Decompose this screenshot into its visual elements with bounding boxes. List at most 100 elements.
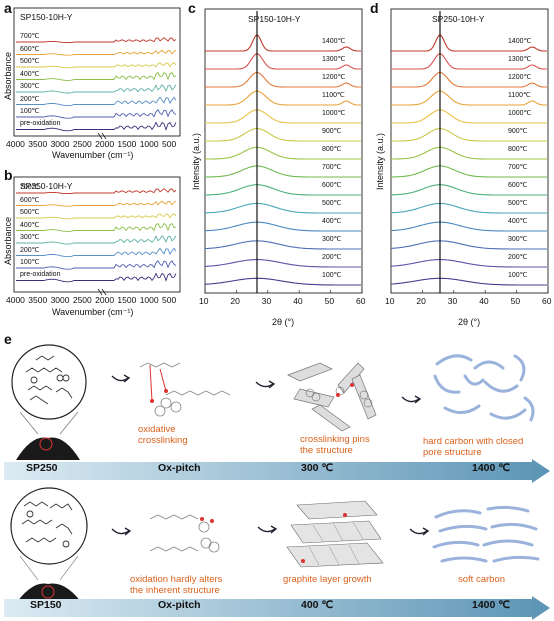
x-tick-label: 500 (162, 139, 177, 149)
panel-c-title: SP150-10H-Y (248, 14, 301, 24)
xrd-series-line (205, 202, 361, 214)
x-tick-label: 4000 (6, 139, 25, 149)
ftir-series-label: 100℃ (20, 259, 40, 266)
ftir-series-line (16, 235, 177, 245)
ftir-series-line (16, 247, 177, 258)
panel-label-d: d (370, 0, 379, 16)
bottom-arrow-3 (409, 527, 430, 536)
ftir-series-label: 200℃ (20, 95, 40, 103)
x-tick-label: 60 (542, 296, 552, 306)
xrd-series-label: 100℃ (322, 272, 342, 279)
xrd-series-label: 1400℃ (508, 38, 532, 45)
x-tick-label: 2500 (72, 295, 92, 305)
ftir-series-label: 600℃ (20, 196, 40, 204)
xrd-series-label: 800℃ (322, 146, 342, 153)
xrd-series-line (391, 34, 547, 52)
ftir-series-line (16, 222, 177, 232)
soft-carbon-layers (432, 505, 540, 563)
x-tick-label: 1500 (117, 295, 137, 305)
ftir-series-line (16, 37, 177, 44)
top-bar-start: SP250 (26, 462, 58, 474)
xrd-series-label: 1200℃ (508, 74, 532, 81)
xrd-series-line (204, 259, 361, 268)
ftir-series-label: 400℃ (20, 70, 40, 78)
panel-d-ylabel: Intensity (a.u.) (375, 132, 385, 190)
x-tick-label: 3000 (50, 139, 70, 149)
x-tick-label: 20 (416, 296, 426, 306)
bottom-arrow-1 (111, 527, 132, 536)
xrd-series-line (204, 277, 361, 286)
x-tick-label: 30 (447, 296, 458, 306)
top-caption-3: hard carbon with closed pore structure (423, 436, 524, 458)
top-process-bar (4, 459, 550, 483)
ftir-series-label: 600℃ (20, 45, 40, 53)
ftir-series-line (16, 84, 177, 94)
panel-label-a: a (4, 0, 12, 16)
ftir-series-label: 700℃ (20, 184, 40, 191)
ftir-series-line (16, 200, 177, 207)
panel-b-ylabel: Absorbance (3, 216, 13, 265)
xrd-series-line (204, 240, 361, 250)
xrd-series-line (205, 184, 361, 196)
ftir-series-label: pre-oxidation (20, 270, 61, 278)
x-tick-label: 500 (162, 295, 177, 305)
panel-c-ylabel: Intensity (a.u.) (191, 132, 201, 190)
panel-label-e: e (4, 331, 12, 347)
panel-a-plot (13, 7, 181, 140)
top-bar-temp2: 1400 ℃ (472, 462, 511, 474)
xrd-series-line (205, 34, 361, 52)
bottom-caption-2: graphite layer growth (283, 574, 372, 585)
xrd-series-label: 100℃ (508, 272, 528, 279)
top-arrow-1 (111, 374, 131, 383)
ftir-series-label: 100℃ (20, 108, 40, 115)
x-tick-label: 40 (479, 296, 489, 306)
panel-d-plot (390, 8, 549, 294)
xrd-series-line (391, 202, 547, 214)
bottom-bar-temp1: 400 ℃ (301, 599, 334, 611)
bottom-arrow-2 (257, 525, 278, 534)
ftir-series-line (16, 213, 177, 220)
panel-label-c: c (188, 0, 196, 16)
x-tick-label: 10 (385, 296, 395, 306)
graphite-layer-sheets (286, 500, 384, 568)
panel-d-xlabel: 2θ (°) (458, 317, 481, 327)
xrd-series-label: 300℃ (508, 236, 528, 243)
x-tick-label: 1000 (139, 295, 159, 305)
xrd-series-line (390, 184, 547, 196)
xrd-series-label: 1300℃ (322, 56, 346, 63)
xrd-series-label: 200℃ (322, 254, 342, 261)
ftir-series-line (16, 109, 177, 119)
top-bar-mid: Ox-pitch (158, 462, 201, 474)
xrd-series-label: 800℃ (508, 146, 528, 153)
xrd-series-line (390, 240, 547, 250)
ftir-series-line (16, 272, 177, 283)
panel-d-title: SP250-10H-Y (432, 14, 485, 24)
sp250-pitch-illustration (11, 344, 87, 460)
bottom-bar-mid: Ox-pitch (158, 599, 201, 611)
xrd-series-label: 700℃ (322, 164, 342, 171)
ftir-series-label: pre-oxidation (20, 119, 61, 127)
x-tick-label: 4000 (6, 295, 25, 305)
xrd-series-label: 400℃ (508, 218, 528, 225)
x-tick-label: 60 (356, 296, 366, 306)
panel-b-plot (13, 176, 181, 296)
xrd-series-line (205, 109, 361, 124)
xrd-series-label: 900℃ (508, 128, 528, 135)
xrd-series-line (205, 165, 361, 178)
x-tick-label: 50 (510, 296, 521, 306)
xrd-series-label: 500℃ (322, 200, 342, 207)
bottom-caption-3: soft carbon (458, 574, 505, 585)
pinned-graphitic-layers (287, 362, 377, 432)
ftir-series-line (16, 62, 177, 69)
panel-b-xlabel: Wavenumber (cm⁻¹) (52, 307, 134, 317)
xrd-series-line (390, 221, 547, 232)
xrd-series-line (205, 90, 361, 106)
xrd-series-line (391, 109, 547, 124)
xrd-series-line (205, 128, 361, 142)
x-tick-label: 20 (230, 296, 240, 306)
ftir-series-label: 300℃ (20, 83, 40, 90)
hard-carbon-closed-pores (433, 354, 535, 422)
xrd-series-label: 1000℃ (508, 110, 532, 117)
ftir-series-line (16, 49, 177, 56)
xrd-series-label: 900℃ (322, 128, 342, 135)
